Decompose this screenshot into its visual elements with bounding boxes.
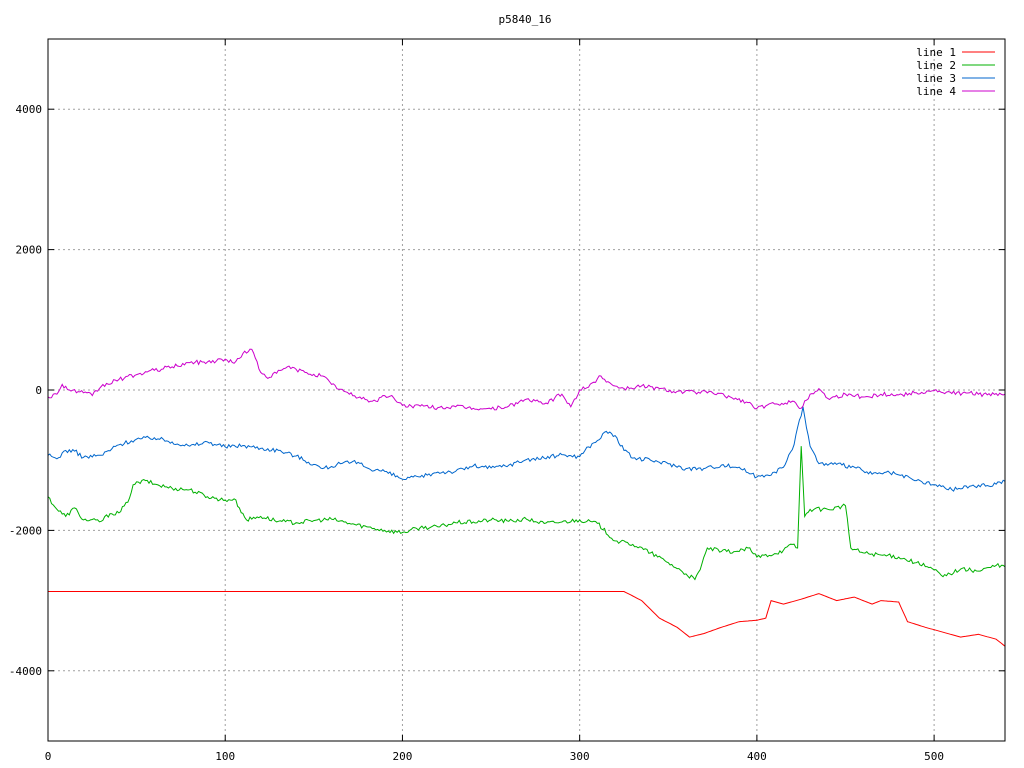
axis-ticks: 0 100 200 300 400 500 -4000 -2000 0 2000 4000 (9, 39, 1005, 763)
series-line-1 (48, 591, 1006, 647)
y-tick-label: -2000 (9, 524, 42, 537)
chart-title: p5840_16 (499, 13, 552, 26)
series-line-3 (47, 406, 1006, 492)
y-tick-label: 0 (35, 384, 42, 397)
y-tick-label: -4000 (9, 665, 42, 678)
series-line-4 (47, 348, 1006, 411)
y-tick-label: 2000 (16, 244, 43, 257)
x-tick-label: 200 (393, 750, 413, 763)
x-tick-label: 300 (570, 750, 590, 763)
x-tick-label: 400 (747, 750, 767, 763)
legend-label: line 1 (916, 46, 956, 59)
legend-label: line 2 (916, 59, 956, 72)
series-lines (47, 348, 1006, 647)
legend-label: line 3 (916, 72, 956, 85)
series-line-2 (47, 446, 1006, 581)
legend-label: line 4 (916, 85, 956, 98)
y-tick-label: 4000 (16, 103, 43, 116)
x-tick-label: 500 (924, 750, 944, 763)
x-tick-label: 0 (45, 750, 52, 763)
x-tick-label: 100 (215, 750, 235, 763)
